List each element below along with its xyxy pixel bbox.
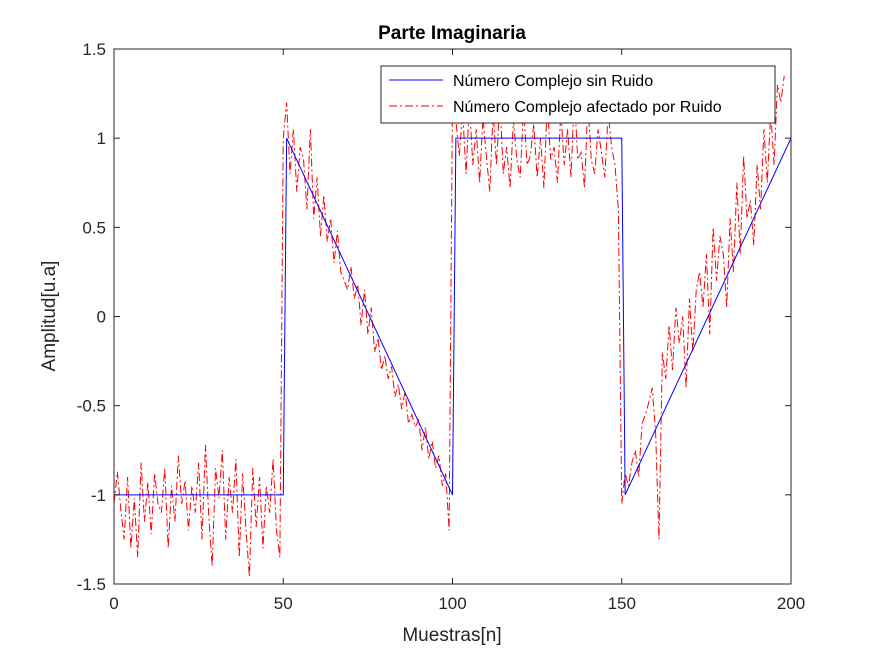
x-tick-label: 0 [109, 594, 118, 613]
legend-label-clean: Número Complejo sin Ruido [453, 73, 653, 90]
y-tick-label: 1.5 [82, 40, 106, 59]
y-tick-label: -1 [91, 486, 106, 505]
tick-layer: 0 50 100 150 200 -1.5 -1 -0.5 0 0.5 1 1.5 [77, 40, 805, 613]
x-axis-label: Muestras[n] [402, 625, 501, 646]
y-tick-label: 0.5 [82, 218, 106, 237]
y-tick-label: -1.5 [77, 575, 106, 594]
x-tick-label: 200 [777, 594, 805, 613]
y-tick-label: 0 [97, 308, 106, 327]
x-tick-label: 50 [274, 594, 293, 613]
series-line-clean [114, 137, 792, 496]
x-tick-label: 100 [438, 594, 466, 613]
legend: Número Complejo sin Ruido Número Complej… [380, 65, 776, 124]
series-line-noisy [113, 75, 785, 577]
chart-title: Parte Imaginaria [378, 23, 526, 44]
series-layer [113, 75, 792, 577]
y-tick-label: 1 [97, 129, 106, 148]
y-tick-label: -0.5 [77, 397, 106, 416]
plot-area [114, 49, 791, 584]
x-tick-label: 150 [608, 594, 636, 613]
y-axis-label: Amplitud[u.a] [39, 261, 60, 372]
legend-box [380, 65, 776, 124]
legend-label-noisy: Número Complejo afectado por Ruido [453, 99, 722, 116]
